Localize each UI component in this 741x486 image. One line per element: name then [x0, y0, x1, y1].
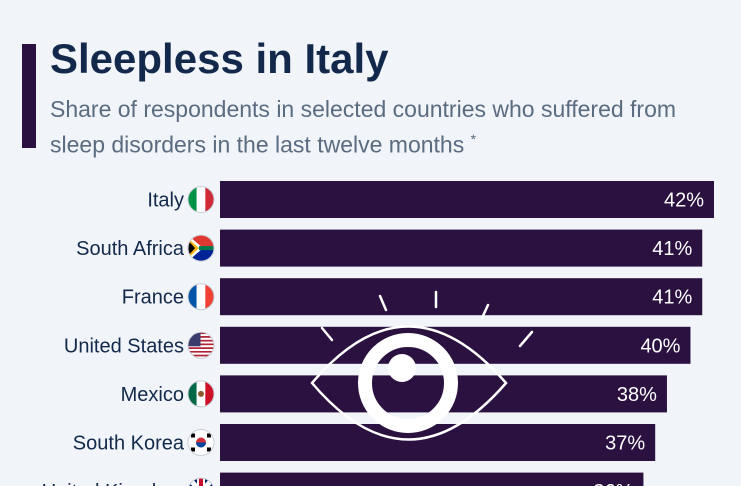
bar-south-korea [220, 424, 656, 461]
value-label-italy: 42% [664, 190, 704, 212]
category-label-united-states: United States [64, 335, 184, 357]
mexico-flag-icon [187, 380, 215, 408]
chart-title: Sleepless in Italy [50, 35, 389, 82]
category-label-mexico: Mexico [121, 384, 184, 406]
category-label-south-korea: South Korea [73, 433, 185, 455]
eye-icon [310, 290, 534, 441]
subtitle-text: Share of respondents in selected countri… [50, 96, 677, 158]
value-label-south-korea: 37% [605, 433, 645, 455]
bar-italy [220, 181, 714, 218]
south-korea-flag-icon [187, 429, 215, 456]
chart-subtitle: Share of respondents in selected countri… [50, 94, 720, 160]
title-accent-bar [22, 44, 36, 148]
value-label-united-kingdom: 36% [593, 481, 633, 486]
italy-flag-icon [187, 186, 215, 213]
value-label-south-africa: 41% [652, 238, 692, 260]
value-label-mexico: 38% [617, 384, 657, 406]
category-label-south-africa: South Africa [76, 238, 185, 260]
bar-france [220, 278, 703, 316]
france-flag-icon [187, 283, 215, 311]
category-label-france: France [122, 287, 184, 309]
united-states-flag-icon [187, 331, 215, 359]
value-label-united-states: 40% [640, 335, 680, 357]
footnote-mark: * [470, 131, 477, 147]
united-kingdom-flag-icon [188, 477, 214, 486]
south-africa-flag-icon [187, 234, 215, 262]
bar-united-states [220, 326, 691, 364]
bar-united-kingdom [220, 472, 644, 486]
bar-south-africa [220, 229, 703, 267]
value-label-france: 41% [652, 287, 692, 309]
category-label-united-kingdom: United Kingdom [42, 481, 184, 486]
category-label-italy: Italy [147, 190, 184, 212]
